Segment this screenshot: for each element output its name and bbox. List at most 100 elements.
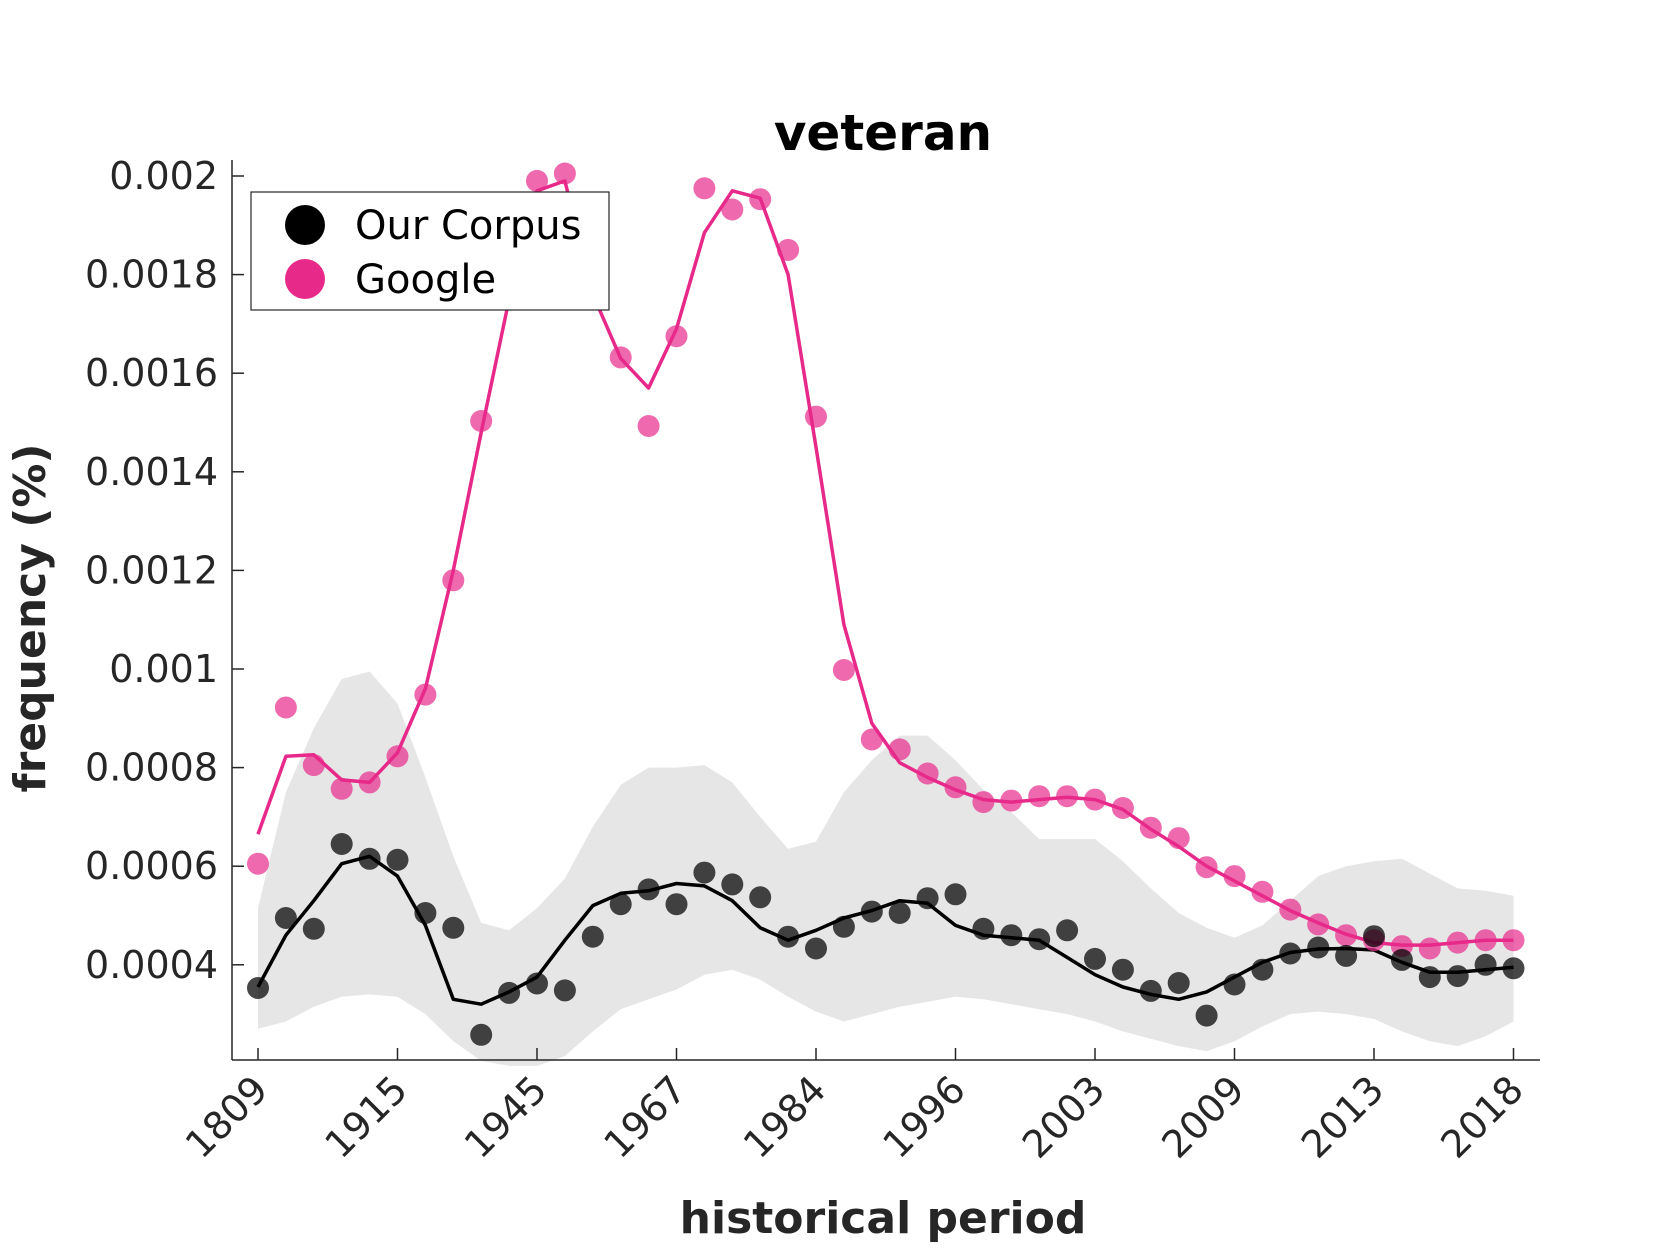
data-point-our-corpus [1307,936,1330,959]
y-tick-label: 0.0004 [85,943,218,987]
data-point-google [832,659,855,681]
data-point-google [1111,797,1134,819]
data-point-our-corpus [972,917,995,940]
y-tick-label: 0.0018 [85,253,218,297]
data-point-our-corpus [1195,1004,1218,1027]
data-point-our-corpus [1363,925,1385,948]
data-point-google [609,346,632,369]
y-tick-label: 0.001 [109,647,218,691]
data-point-google [1279,898,1302,921]
data-point-our-corpus [805,937,827,960]
data-point-google [274,696,297,719]
data-point-our-corpus [832,915,855,938]
data-point-our-corpus [470,1023,493,1046]
data-point-our-corpus [498,981,521,1004]
data-points-layer [247,162,1525,1046]
data-point-google [637,415,660,437]
chart-title: veteran [774,104,992,162]
data-point-google [442,569,465,592]
y-tick-label: 0.0012 [85,548,218,592]
data-point-our-corpus [414,902,437,924]
data-point-google [777,238,800,261]
data-point-our-corpus [330,833,353,855]
data-point-google [888,738,911,761]
data-point-google [330,777,353,800]
data-point-google [553,162,576,185]
data-point-google [414,683,437,706]
data-point-google [1000,789,1023,812]
data-point-google [1474,929,1497,952]
data-point-google [1502,929,1525,952]
data-point-our-corpus [860,900,883,923]
data-point-google [386,745,409,768]
data-point-our-corpus [247,977,269,999]
data-point-our-corpus [693,861,716,884]
data-point-our-corpus [888,902,911,924]
legend-label-google: Google [355,257,496,303]
data-point-google [805,405,827,428]
data-point-our-corpus [1223,973,1246,996]
data-point-our-corpus [1502,957,1525,980]
legend: Our Corpus Google [250,191,610,311]
data-point-google [1446,931,1469,954]
y-tick-label: 0.0006 [85,844,218,888]
data-point-google [526,169,548,192]
data-point-our-corpus [553,979,576,1002]
data-point-google [1028,785,1051,808]
data-point-our-corpus [1418,966,1441,989]
data-point-google [247,852,269,875]
data-point-google [1084,788,1106,811]
data-point-our-corpus [721,873,744,896]
data-point-our-corpus [1390,948,1413,971]
data-point-google [916,762,939,785]
data-point-google [1139,816,1162,839]
confidence-band-our-corpus [258,671,1514,1066]
legend-label-our-corpus: Our Corpus [355,203,581,249]
data-point-our-corpus [944,883,967,906]
data-point-our-corpus [358,847,381,870]
smoothed-lines-layer [256,179,1514,1006]
data-point-our-corpus [526,972,548,995]
y-tick-labels: 0.0004 0.0006 0.0008 0.001 0.0012 0.0014 0.001… [85,154,244,987]
data-point-google [972,791,995,814]
data-point-our-corpus [1139,979,1162,1002]
data-point-our-corpus [609,893,632,916]
trend-line-google [256,179,1514,947]
data-point-our-corpus [386,848,409,871]
data-point-google [721,198,744,221]
data-point-google [1223,865,1246,888]
data-point-google [1307,913,1330,936]
data-point-our-corpus [1251,958,1274,981]
data-point-our-corpus [1056,919,1079,942]
x-axis-label: historical period [680,1193,1087,1244]
data-point-our-corpus [1446,965,1469,988]
y-tick-label: 0.0008 [85,746,218,790]
data-point-our-corpus [1111,958,1134,981]
data-point-our-corpus [1084,947,1106,970]
data-point-google [693,177,716,200]
y-axis-label: frequency (%) [5,443,56,792]
data-point-our-corpus [274,907,297,929]
data-point-google [1335,924,1358,947]
data-point-google [860,728,883,751]
data-point-our-corpus [637,878,660,901]
data-point-our-corpus [1279,942,1302,965]
data-point-our-corpus [777,925,800,948]
data-point-google [1056,785,1079,808]
data-point-our-corpus [1474,953,1497,976]
data-point-google [665,325,688,348]
data-point-google [1167,827,1190,850]
data-point-our-corpus [1335,944,1358,967]
confidence-band-layer [258,671,1514,1066]
data-point-our-corpus [1000,924,1023,947]
data-point-our-corpus [302,917,325,940]
data-point-our-corpus [916,887,939,910]
legend-marker-our-corpus [285,205,325,245]
y-tick-label: 0.0014 [85,450,218,494]
data-point-google [1195,856,1218,879]
data-point-our-corpus [442,916,465,939]
data-point-google [470,410,493,432]
data-point-our-corpus [1167,972,1190,994]
